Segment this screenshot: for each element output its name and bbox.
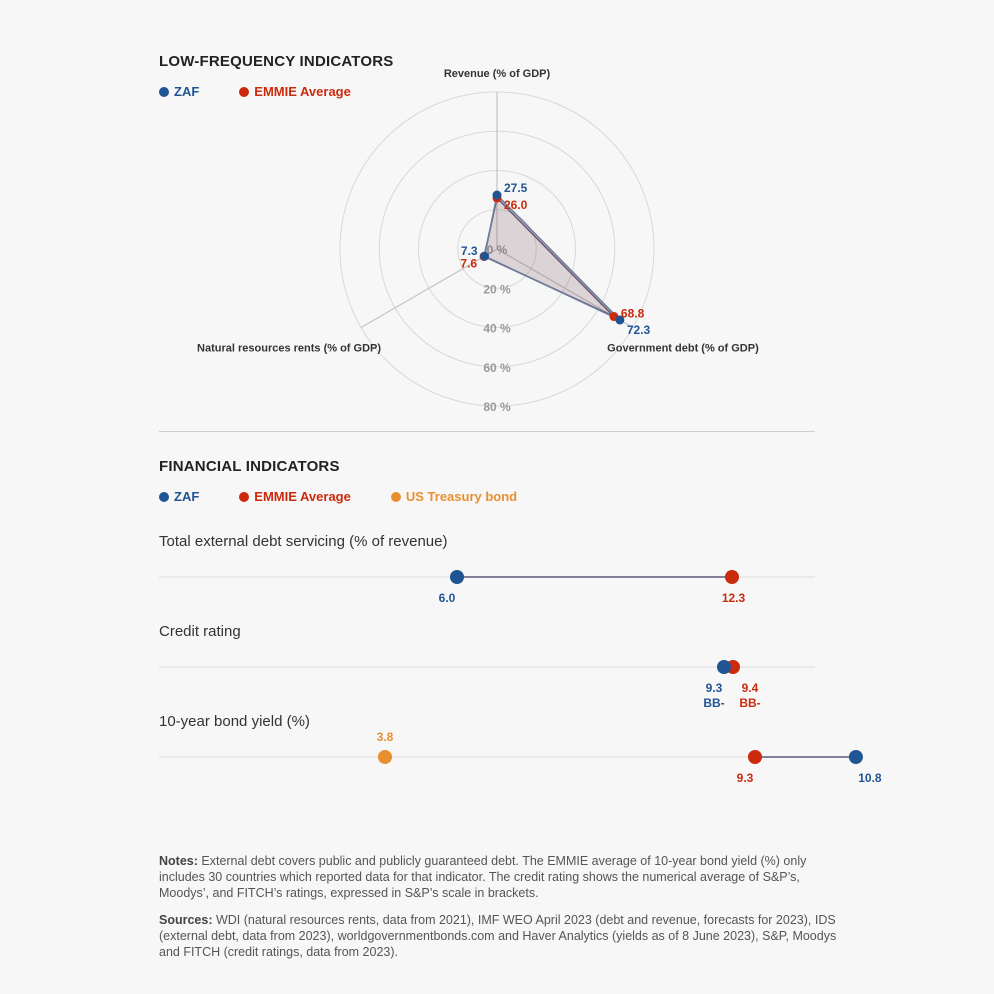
notes-label: Notes: — [159, 854, 198, 868]
radar-point-zaf — [492, 190, 502, 200]
sources: Sources: WDI (natural resources rents, d… — [159, 912, 839, 960]
dot-label-emmie: 9.4 — [742, 681, 759, 695]
dot-point-emmie — [748, 750, 762, 764]
legend-label-us-fin: US Treasury bond — [405, 489, 518, 504]
legend-item-emmie[interactable]: EMMIE Average — [239, 84, 351, 99]
legend-dot-emmie — [239, 86, 250, 97]
legend-item-emmie-fin[interactable]: EMMIE Average — [239, 489, 351, 504]
dot-sublabel-zaf: BB- — [703, 696, 724, 710]
dot-point-zaf — [717, 660, 731, 674]
legend-dot-us-fin — [390, 491, 401, 502]
legend-dot-emmie-fin — [239, 491, 250, 502]
radar-point-zaf — [480, 251, 490, 261]
legend-label-emmie-fin: EMMIE Average — [254, 489, 351, 504]
dot-label-us: 3.8 — [377, 730, 394, 744]
legend-dot-zaf-fin — [159, 491, 169, 502]
dot-point-emmie — [725, 570, 739, 584]
section-divider — [159, 431, 815, 432]
radar-value-label: 72.3 — [627, 323, 651, 337]
dot-label-emmie: 9.3 — [737, 771, 754, 785]
radar-axis-label: Revenue (% of GDP) — [444, 68, 551, 80]
legend-dot-zaf — [159, 86, 169, 97]
dot-label-zaf: 10.8 — [858, 771, 882, 785]
radar-point-zaf — [615, 315, 625, 325]
low-frequency-title: LOW-FREQUENCY INDICATORS — [159, 53, 394, 70]
radar-value-label: 26.0 — [504, 198, 528, 212]
row-title-debt-servicing: Total external debt servicing (% of reve… — [159, 533, 448, 550]
legend-label-emmie: EMMIE Average — [254, 84, 351, 99]
financial-legend: ZAF EMMIE Average US Treasury bond — [159, 489, 557, 504]
radar-value-label: 7.6 — [460, 256, 477, 270]
dot-label-zaf: 9.3 — [706, 681, 723, 695]
legend-item-zaf-fin[interactable]: ZAF — [159, 489, 199, 504]
financial-dot-chart: 6.0 12.39.3BB-9.4BB-3.89.3 10.8 — [159, 570, 882, 785]
row-title-credit-rating: Credit rating — [159, 623, 241, 640]
row-title-bond-yield: 10-year bond yield (%) — [159, 713, 310, 730]
radar-value-label: 27.5 — [504, 181, 528, 195]
notes-text: External debt covers public and publicly… — [159, 854, 807, 900]
radar-tick-label: 40 % — [483, 322, 511, 336]
legend-item-zaf[interactable]: ZAF — [159, 84, 199, 99]
dot-label-emmie: 12.3 — [722, 591, 746, 605]
radar-axis-line — [360, 248, 498, 329]
financial-title: FINANCIAL INDICATORS — [159, 458, 340, 475]
sources-text: WDI (natural resources rents, data from … — [159, 913, 837, 959]
radar-tick-label: 20 % — [483, 282, 511, 296]
notes: Notes: External debt covers public and p… — [159, 853, 839, 901]
sources-label: Sources: — [159, 913, 213, 927]
legend-label-zaf-fin: ZAF — [174, 489, 200, 504]
radar-axis-label: Natural resources rents (% of GDP) — [197, 343, 381, 355]
dot-sublabel-emmie: BB- — [739, 696, 760, 710]
dot-point-zaf — [848, 750, 863, 764]
radar-tick-label: 60 % — [483, 361, 511, 375]
radar-tick-label: 0 % — [487, 243, 508, 257]
radar-value-label: 68.8 — [621, 307, 645, 321]
dot-label-zaf: 6.0 — [439, 591, 456, 605]
legend-item-us-fin[interactable]: US Treasury bond — [390, 489, 518, 504]
radar-chart: Revenue (% of GDP) Government debt (% of … — [197, 68, 759, 414]
low-frequency-legend: ZAF EMMIE Average — [159, 84, 391, 99]
dot-point-zaf — [450, 570, 464, 584]
legend-label-zaf: ZAF — [174, 84, 200, 99]
radar-axis-label: Government debt (% of GDP) — [607, 343, 759, 355]
radar-series-area-zaf — [483, 193, 621, 321]
radar-tick-label: 80 % — [483, 400, 511, 414]
dot-point-us — [378, 750, 392, 764]
radar-value-label: 7.3 — [461, 244, 478, 258]
